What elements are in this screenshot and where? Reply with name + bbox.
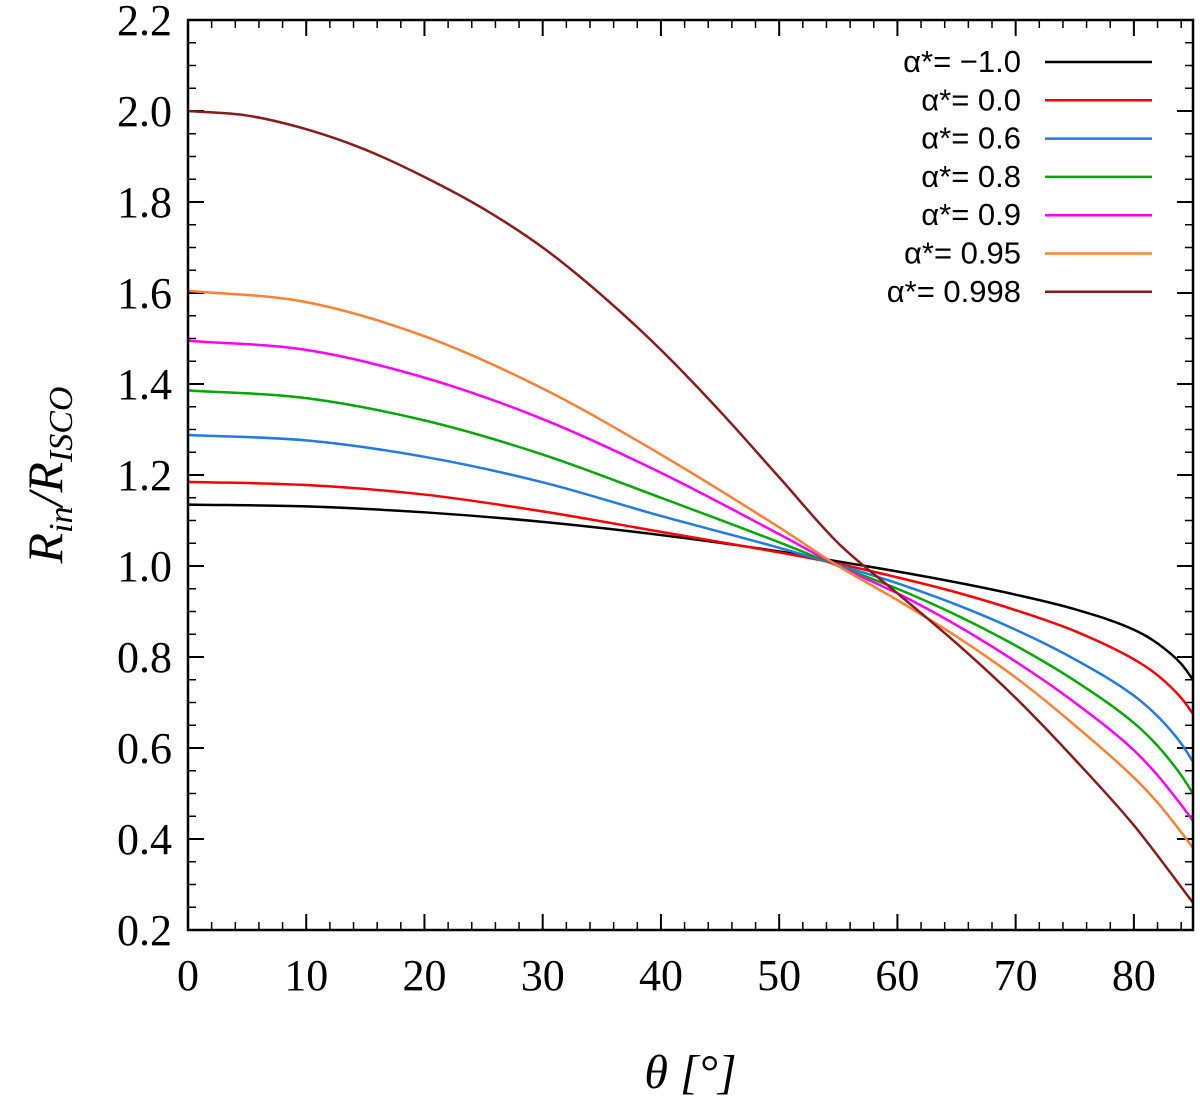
series-line-2 xyxy=(187,433,1195,763)
y-tick-label: 0.2 xyxy=(117,906,172,955)
legend-label: α*= 0.8 xyxy=(921,159,1021,194)
y-tick-label: 2.0 xyxy=(117,87,172,136)
y-tick-label: 0.8 xyxy=(117,633,172,682)
legend: α*= −1.0α*= 0.0 α*= 0.6α*= 0.8α*= 0.9 α*= … xyxy=(887,44,1152,309)
x-tick-label: 60 xyxy=(875,951,919,1000)
series-line-6 xyxy=(187,109,1194,904)
y-tick-label: 1.8 xyxy=(117,178,172,227)
x-ticks: 0 10 20 30 40 50 60 70 80 xyxy=(177,20,1182,1000)
x-axis-label: θ [°] xyxy=(644,1046,736,1099)
y-tick-label: 1.4 xyxy=(117,360,172,409)
x-tick-label: 30 xyxy=(521,951,565,1000)
legend-label: α*= 0.6 xyxy=(921,121,1021,156)
x-tick-label: 10 xyxy=(284,951,328,1000)
series-line-5 xyxy=(187,289,1195,849)
plot-frame xyxy=(186,18,1195,932)
y-tick-label: 0.6 xyxy=(117,724,172,773)
series-line-3 xyxy=(187,389,1195,795)
x-tick-label: 80 xyxy=(1112,951,1156,1000)
x-tick-label: 50 xyxy=(757,951,801,1000)
series-line-0 xyxy=(187,503,1195,681)
legend-label: α*= 0.998 xyxy=(887,274,1021,309)
legend-label: α*= 0.0 xyxy=(921,82,1021,117)
legend-label: α*= 0.95 xyxy=(904,236,1021,271)
legend-label: α*= 0.9 xyxy=(921,197,1021,232)
x-tick-label: 20 xyxy=(402,951,446,1000)
x-tick-label: 70 xyxy=(994,951,1038,1000)
legend-label: α*= −1.0 xyxy=(903,44,1021,79)
y-ticks: 0.2 0.4 0.6 0.8 1.0 1.2 1.4 1.6 1.8 2.0 2.2 xyxy=(117,0,1193,955)
y-axis-label: Rin/RISCO xyxy=(17,387,80,565)
x-tick-label: 0 xyxy=(177,951,199,1000)
series-line-4 xyxy=(187,339,1195,822)
y-tick-label: 0.4 xyxy=(117,815,172,864)
y-tick-label: 1.6 xyxy=(117,269,172,318)
y-tick-label: 1.2 xyxy=(117,451,172,500)
series-line-1 xyxy=(187,480,1195,715)
y-tick-label: 2.2 xyxy=(117,0,172,45)
y-tick-label: 1.0 xyxy=(117,542,172,591)
x-tick-label: 40 xyxy=(639,951,683,1000)
series-lines xyxy=(187,109,1195,904)
